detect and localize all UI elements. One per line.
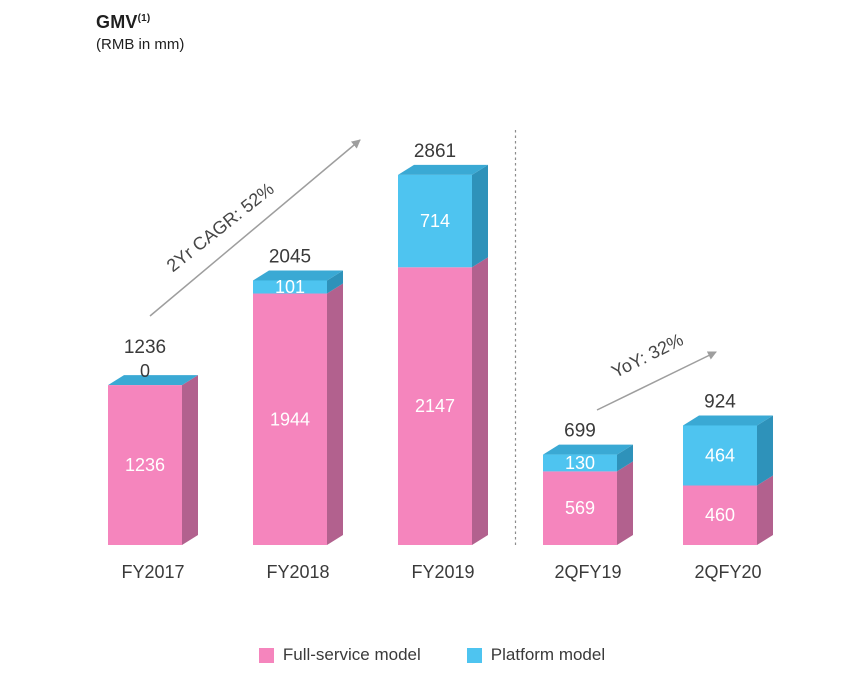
bar-side-platform bbox=[617, 444, 633, 472]
segment-value-label: 2147 bbox=[415, 396, 455, 416]
bar-segment-platform bbox=[398, 174, 472, 268]
segment-value-label: 714 bbox=[420, 211, 450, 231]
platform-swatch-icon bbox=[466, 647, 482, 663]
legend-item-full-service: Full-service model bbox=[258, 645, 421, 665]
bar-side-full-service bbox=[757, 475, 773, 545]
category-label: FY2018 bbox=[266, 562, 329, 582]
bar-side-platform bbox=[327, 270, 343, 294]
bar-segment-full-service bbox=[108, 385, 182, 545]
bar-top-face bbox=[683, 415, 773, 426]
segment-value-label: 464 bbox=[705, 445, 735, 465]
bar-top-face bbox=[253, 270, 343, 281]
bar-top-face bbox=[398, 164, 488, 175]
chart-subtitle: (RMB in mm) bbox=[96, 36, 185, 53]
cagr-annotation-label: 2Yr CAGR: 52% bbox=[163, 179, 278, 276]
bar-segment-platform bbox=[683, 425, 757, 486]
segment-value-label: 1236 bbox=[125, 455, 165, 475]
chart-title-block: GMV(1) (RMB in mm) bbox=[96, 12, 184, 53]
total-value-label: 699 bbox=[564, 421, 596, 442]
yoy-arrow-icon bbox=[596, 351, 717, 411]
bar-side-full-service bbox=[472, 257, 488, 545]
segment-value-label: 1944 bbox=[270, 409, 310, 429]
bar-side-full-service bbox=[182, 375, 198, 545]
bar-segment-full-service bbox=[543, 471, 617, 545]
category-label: FY2019 bbox=[411, 562, 474, 582]
segment-value-label: 460 bbox=[705, 505, 735, 525]
category-label: FY2017 bbox=[121, 562, 184, 582]
bar-top-face bbox=[108, 375, 198, 386]
bar-segment-platform bbox=[253, 280, 327, 294]
bar-side-platform bbox=[472, 164, 488, 268]
cagr-arrow-icon bbox=[149, 139, 361, 317]
total-value-label: 2045 bbox=[269, 246, 311, 267]
yoy-annotation-label: YoY: 32% bbox=[608, 329, 686, 381]
chart-title: GMV(1) bbox=[96, 12, 184, 33]
category-label: 2QFY20 bbox=[694, 562, 761, 582]
segment-value-label: 101 bbox=[275, 277, 305, 297]
bar-segment-full-service bbox=[683, 485, 757, 545]
bar-top-face bbox=[543, 444, 633, 455]
segment-value-label: 130 bbox=[565, 453, 595, 473]
bar-side-full-service bbox=[327, 283, 343, 545]
total-value-label: 2861 bbox=[414, 141, 456, 162]
bar-segment-platform bbox=[543, 454, 617, 472]
legend-label-full-service: Full-service model bbox=[282, 645, 421, 664]
segment-value-label: 569 bbox=[565, 498, 595, 518]
segment-value-label-zero: 0 bbox=[140, 361, 150, 381]
bar-segment-full-service bbox=[398, 267, 472, 545]
full-service-swatch-icon bbox=[258, 647, 274, 663]
bar-side-full-service bbox=[617, 461, 633, 545]
legend-item-platform: Platform model bbox=[466, 645, 606, 665]
chart-title-footnote-marker: (1) bbox=[137, 13, 151, 24]
total-value-label: 1236 bbox=[124, 337, 166, 358]
chart-title-text: GMV bbox=[96, 12, 138, 32]
legend-label-platform: Platform model bbox=[490, 645, 606, 664]
total-value-label: 924 bbox=[704, 391, 736, 412]
bars-layer bbox=[108, 164, 773, 545]
labels-layer: 1236 0 1236 FY2017 1944 101 2045 FY2018 2147 714 2… bbox=[121, 141, 761, 582]
bar-segment-full-service bbox=[253, 293, 327, 545]
category-label: 2QFY19 bbox=[554, 562, 621, 582]
chart-legend: Full-service model Platform model bbox=[0, 645, 864, 665]
bar-side-platform bbox=[757, 415, 773, 486]
